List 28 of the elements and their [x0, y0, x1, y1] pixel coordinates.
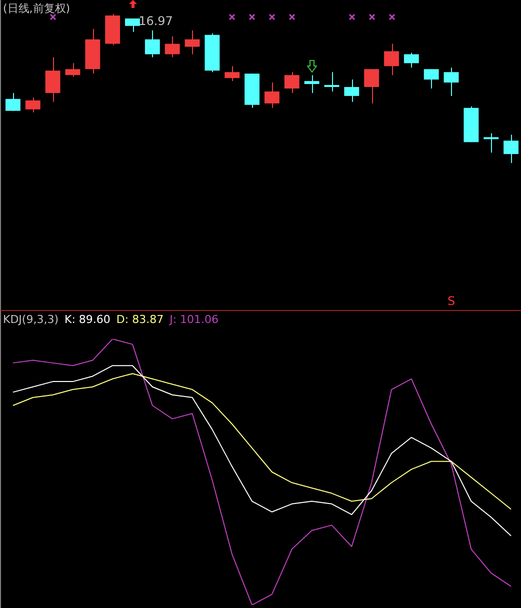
candlestick	[324, 72, 340, 92]
candlestick	[125, 18, 140, 32]
candlestick	[284, 72, 300, 94]
chart-title: (日线,前复权)	[3, 1, 70, 16]
candlestick	[164, 36, 180, 58]
candlestick	[65, 62, 80, 78]
candlestick	[504, 134, 519, 164]
candlestick	[364, 68, 380, 104]
annotation: 16.97	[138, 14, 173, 28]
candlestick	[444, 67, 459, 96]
text: D: 83.87	[116, 313, 164, 326]
candlestick	[144, 30, 160, 58]
chart-title: KDJ(9,3,3)	[3, 313, 58, 326]
candlestick	[344, 79, 360, 102]
candlestick	[224, 66, 240, 82]
candlestick	[184, 30, 200, 55]
candlestick	[264, 82, 280, 108]
candlestick	[304, 74, 320, 94]
candlestick	[384, 43, 399, 76]
text: J: 101.06	[170, 313, 219, 326]
candlestick	[45, 56, 60, 102]
candlestick	[404, 52, 419, 68]
text: K: 89.60	[64, 313, 110, 326]
candlestick	[5, 92, 20, 112]
candlestick	[484, 132, 499, 154]
text: S	[447, 294, 456, 308]
candlestick	[25, 96, 40, 113]
candlestick	[424, 68, 439, 89]
